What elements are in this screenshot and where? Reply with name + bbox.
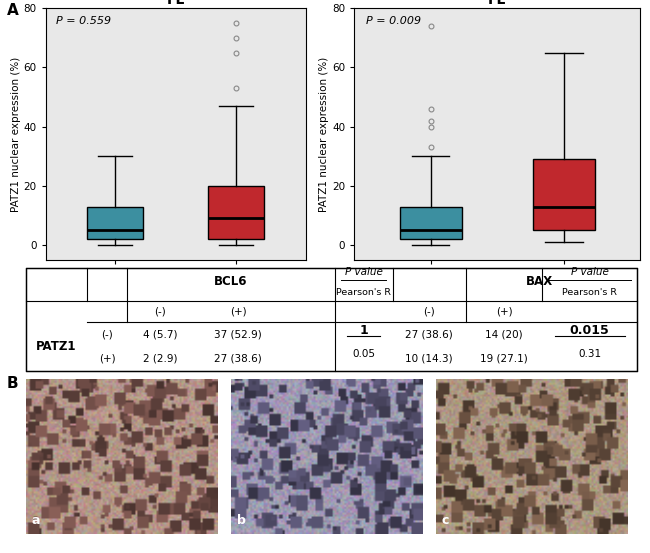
Text: 4 (5.7): 4 (5.7) — [143, 329, 177, 339]
Text: 27 (38.6): 27 (38.6) — [406, 329, 453, 339]
Text: (-): (-) — [101, 329, 113, 339]
Title: FL: FL — [488, 0, 506, 7]
Text: BAX: BAX — [526, 275, 552, 288]
Text: P value: P value — [344, 267, 382, 277]
Text: 0.31: 0.31 — [578, 349, 601, 359]
Bar — [400, 207, 462, 239]
Text: b: b — [237, 514, 246, 528]
Bar — [533, 159, 595, 230]
Text: (-): (-) — [423, 307, 435, 317]
Text: c: c — [441, 514, 448, 528]
Text: 1: 1 — [359, 324, 368, 337]
Text: 0.015: 0.015 — [570, 324, 610, 337]
Text: 27 (38.6): 27 (38.6) — [214, 353, 262, 363]
Title: FL: FL — [166, 0, 185, 7]
Text: (+): (+) — [99, 353, 115, 363]
Text: BCL6: BCL6 — [214, 275, 248, 288]
Text: A: A — [6, 3, 18, 18]
Text: Pearson's R: Pearson's R — [562, 288, 617, 298]
Bar — [208, 186, 265, 239]
Text: P = 0.559: P = 0.559 — [56, 16, 111, 26]
Y-axis label: PATZ1 nuclear expression (%): PATZ1 nuclear expression (%) — [319, 56, 330, 212]
Text: 37 (52.9): 37 (52.9) — [214, 329, 262, 339]
Y-axis label: PATZ1 nuclear expression (%): PATZ1 nuclear expression (%) — [10, 56, 21, 212]
Text: P value: P value — [571, 267, 608, 277]
X-axis label: BAX: BAX — [483, 283, 512, 296]
Text: 2 (2.9): 2 (2.9) — [143, 353, 177, 363]
Text: B: B — [6, 376, 18, 391]
Bar — [86, 207, 143, 239]
Text: (+): (+) — [230, 307, 246, 317]
Text: a: a — [32, 514, 40, 528]
Text: PATZ1: PATZ1 — [36, 340, 77, 353]
Text: 0.05: 0.05 — [352, 349, 375, 359]
X-axis label: BCL6: BCL6 — [158, 283, 193, 296]
Text: (+): (+) — [496, 307, 512, 317]
Text: 19 (27.1): 19 (27.1) — [480, 353, 528, 363]
Text: 14 (20): 14 (20) — [486, 329, 523, 339]
Text: Pearson's R: Pearson's R — [336, 288, 391, 298]
Text: P = 0.009: P = 0.009 — [366, 16, 421, 26]
Text: (-): (-) — [155, 307, 166, 317]
Text: 10 (14.3): 10 (14.3) — [406, 353, 453, 363]
